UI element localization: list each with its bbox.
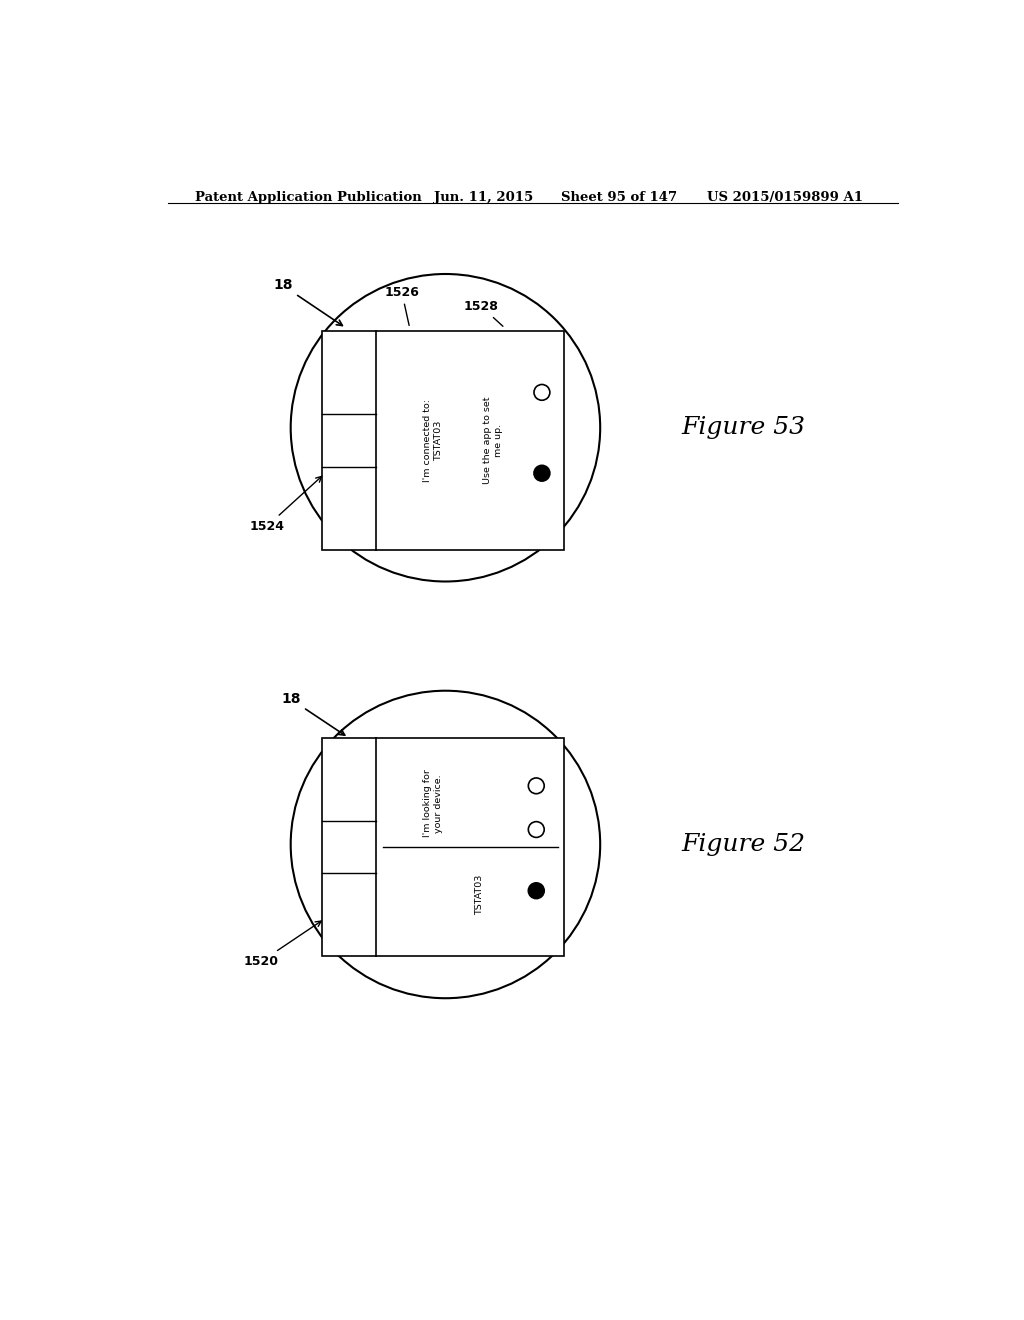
Text: 18: 18 [273,279,342,326]
Text: Figure 52: Figure 52 [681,833,805,855]
Text: 1520: 1520 [244,921,322,968]
Text: US 2015/0159899 A1: US 2015/0159899 A1 [708,191,863,203]
Text: I'm connected to:
TSTAT03: I'm connected to: TSTAT03 [423,399,442,482]
Bar [323,331,564,549]
Text: Jun. 11, 2015: Jun. 11, 2015 [433,191,532,203]
Text: Figure 53: Figure 53 [681,416,805,440]
Text: 1528: 1528 [464,300,503,326]
Text: 1526: 1526 [384,285,419,326]
Text: TSTAT03: TSTAT03 [475,875,484,915]
Text: 18: 18 [281,692,345,735]
Text: Sheet 95 of 147: Sheet 95 of 147 [560,191,677,203]
Text: Use the app to set
me up.: Use the app to set me up. [483,397,503,484]
Text: 1524: 1524 [250,477,322,533]
Text: I'm looking for
your device.: I'm looking for your device. [423,770,442,837]
Bar [323,738,564,956]
Text: Patent Application Publication: Patent Application Publication [196,191,422,203]
Ellipse shape [534,466,550,480]
Ellipse shape [528,883,544,899]
